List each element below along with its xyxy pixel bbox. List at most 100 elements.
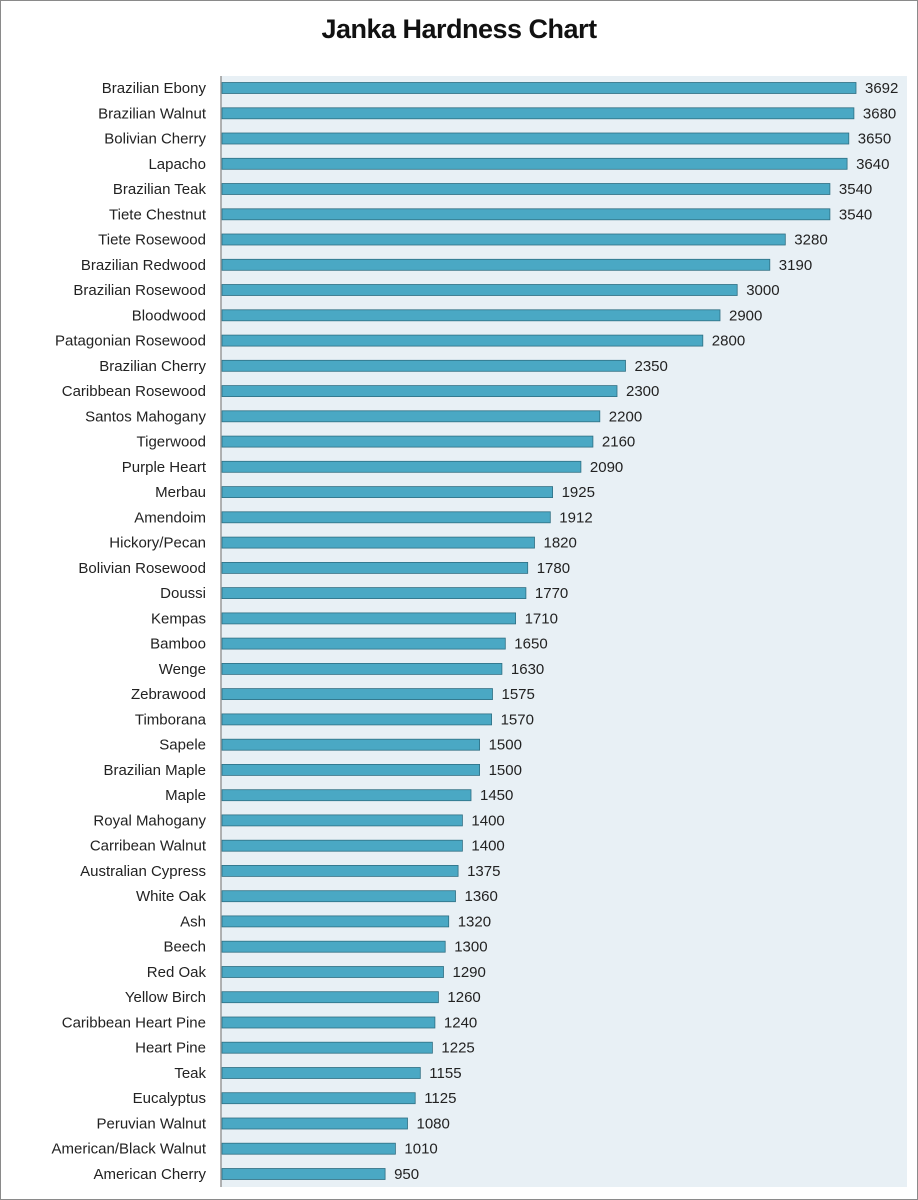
value-label: 950	[394, 1166, 419, 1183]
bar	[221, 1067, 421, 1079]
category-label: Teak	[174, 1065, 206, 1082]
category-label: Australian Cypress	[80, 863, 206, 880]
bar	[221, 1142, 396, 1155]
category-label: American Cherry	[93, 1166, 206, 1183]
category-label: Zebrawood	[131, 686, 206, 703]
category-label: Brazilian Teak	[113, 181, 207, 198]
bar	[221, 587, 527, 599]
value-label: 1260	[447, 989, 480, 1006]
value-label: 1912	[559, 509, 592, 526]
value-label: 2800	[712, 333, 745, 350]
bar	[221, 1041, 433, 1054]
value-label: 3680	[863, 105, 896, 122]
category-label: Bloodwood	[132, 307, 206, 324]
value-label: 2090	[590, 459, 623, 476]
bar	[221, 536, 535, 549]
value-label: 3692	[865, 80, 898, 97]
bar	[221, 637, 506, 650]
category-label: Lapacho	[148, 156, 206, 173]
bar	[221, 1168, 386, 1180]
bar	[221, 258, 771, 271]
value-label: 2160	[602, 434, 635, 451]
bar	[221, 814, 463, 827]
value-label: 3000	[746, 282, 779, 299]
category-label: Santos Mahogany	[85, 408, 206, 425]
bar	[221, 385, 618, 398]
bar	[221, 82, 857, 94]
value-label: 1450	[480, 787, 513, 804]
value-label: 1125	[424, 1090, 456, 1107]
value-label: 1780	[537, 560, 570, 577]
bar	[221, 309, 721, 322]
bar	[221, 764, 481, 776]
category-label: Beech	[163, 939, 206, 956]
category-label: Doussi	[160, 585, 206, 602]
bars-group	[221, 82, 857, 1180]
category-label: Royal Mahogany	[93, 812, 206, 829]
category-label: Brazilian Maple	[103, 762, 206, 779]
value-label: 1320	[458, 913, 491, 930]
category-label: Purple Heart	[122, 459, 207, 476]
value-label: 1080	[417, 1116, 450, 1133]
bar	[221, 157, 848, 170]
category-label: Caribbean Heart Pine	[62, 1015, 206, 1032]
category-label: Hickory/Pecan	[109, 535, 206, 552]
category-labels: Brazilian Ebony Brazilian Walnut Bolivian …	[52, 80, 207, 1183]
category-label: Amendoim	[134, 509, 206, 526]
bar	[221, 435, 594, 448]
category-label: Yellow Birch	[125, 989, 206, 1006]
value-label: 1290	[453, 964, 486, 981]
bar	[221, 839, 463, 852]
value-label: 1400	[471, 812, 504, 829]
category-label: Carribean Walnut	[90, 838, 207, 855]
category-label: Maple	[165, 787, 206, 804]
value-label: 1925	[562, 484, 595, 501]
chart-title: Janka Hardness Chart	[321, 14, 597, 44]
category-label: Timborana	[135, 711, 207, 728]
value-label: 3640	[856, 156, 889, 173]
value-label: 1770	[535, 585, 568, 602]
bar	[221, 890, 456, 903]
value-label: 3540	[839, 206, 872, 223]
value-label: 3280	[794, 232, 827, 249]
category-label: Wenge	[159, 661, 206, 678]
bar	[221, 511, 551, 524]
bar	[221, 359, 626, 372]
bar	[221, 940, 446, 953]
bar	[221, 410, 601, 423]
bar	[221, 789, 472, 802]
value-label: 1360	[465, 888, 498, 905]
category-label: American/Black Walnut	[52, 1141, 207, 1158]
bar	[221, 1117, 408, 1130]
category-label: Bamboo	[150, 636, 206, 653]
bar	[221, 132, 850, 145]
category-label: Eucalyptus	[133, 1090, 206, 1107]
category-label: Merbau	[155, 484, 206, 501]
bar	[221, 865, 459, 877]
value-label: 3190	[779, 257, 812, 274]
value-label: 3650	[858, 131, 891, 148]
category-label: Brazilian Walnut	[98, 105, 207, 122]
category-label: Patagonian Rosewood	[55, 333, 206, 350]
value-label: 3540	[839, 181, 872, 198]
value-label: 2900	[729, 307, 762, 324]
bar	[221, 460, 582, 473]
value-label: 1650	[514, 636, 547, 653]
bar	[221, 713, 493, 726]
value-label: 1630	[511, 661, 544, 678]
category-label: Tigerwood	[137, 434, 206, 451]
value-label: 1010	[404, 1141, 437, 1158]
bar	[221, 991, 439, 1004]
bar	[221, 663, 503, 675]
category-label: Tiete Rosewood	[98, 232, 206, 249]
bar	[221, 562, 529, 574]
value-label: 1240	[444, 1015, 477, 1032]
value-label: 1400	[471, 838, 504, 855]
bar	[221, 486, 554, 499]
bar	[221, 966, 444, 978]
bar	[221, 284, 738, 296]
bar	[221, 1092, 416, 1105]
category-label: Brazilian Ebony	[102, 80, 207, 97]
bar	[221, 1016, 436, 1029]
